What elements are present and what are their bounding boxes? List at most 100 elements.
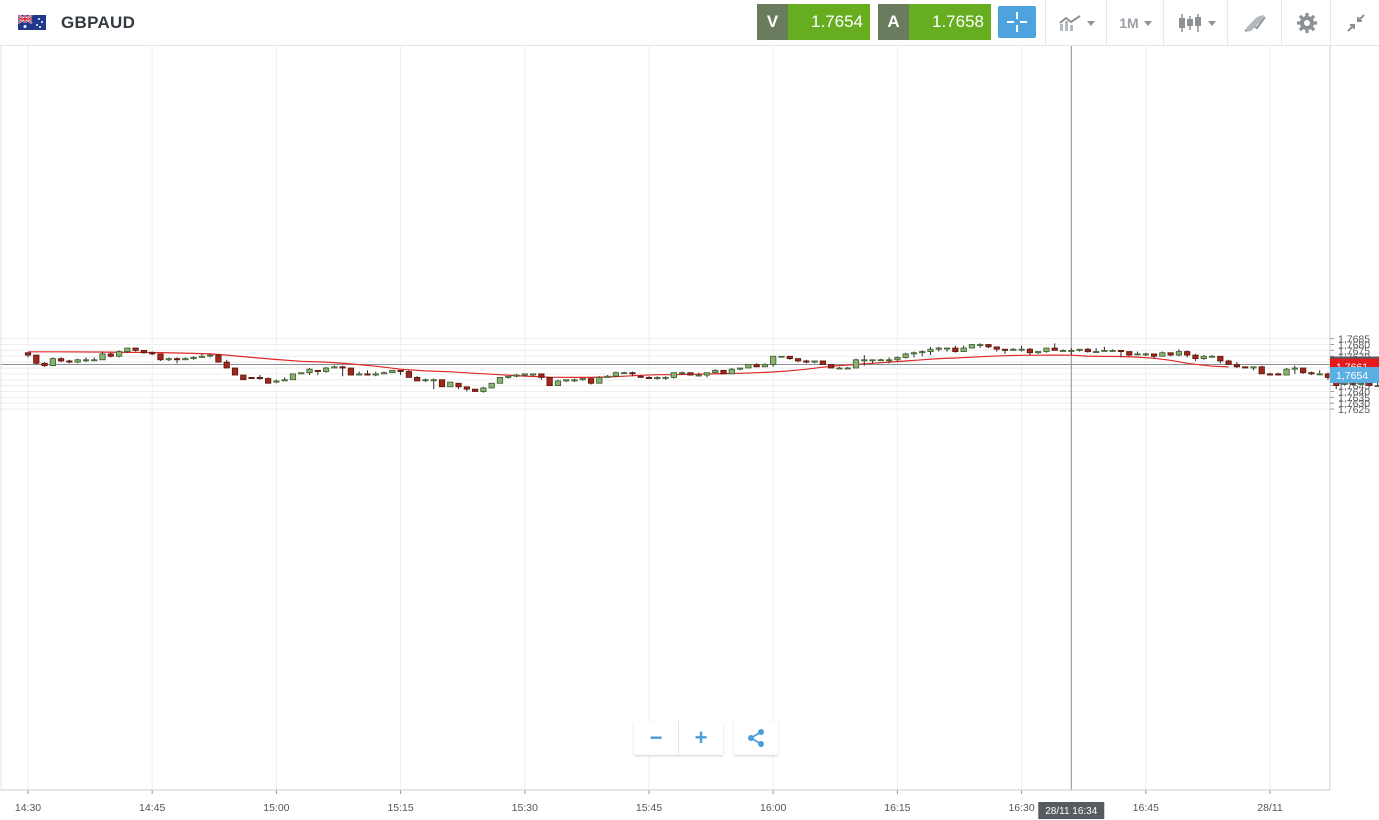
candle[interactable] xyxy=(1192,353,1199,361)
candle[interactable] xyxy=(455,382,462,390)
candle[interactable] xyxy=(1150,353,1158,359)
price-chart[interactable]: 1,76251,76301,76351,76401,76451,76501,76… xyxy=(0,46,1379,820)
candle[interactable] xyxy=(927,346,934,356)
candle[interactable] xyxy=(380,371,388,375)
candle[interactable] xyxy=(1200,355,1207,360)
candle[interactable] xyxy=(198,353,205,358)
candle[interactable] xyxy=(919,350,926,357)
candle[interactable] xyxy=(265,377,272,384)
candle[interactable] xyxy=(1316,370,1323,376)
collapse-button[interactable] xyxy=(1330,0,1379,46)
candle[interactable] xyxy=(985,344,992,349)
candle[interactable] xyxy=(314,369,321,376)
candle[interactable] xyxy=(1167,352,1174,357)
candle[interactable] xyxy=(414,376,421,382)
candle[interactable] xyxy=(1068,348,1075,356)
candle[interactable] xyxy=(1093,348,1100,353)
candle[interactable] xyxy=(430,378,437,390)
candle[interactable] xyxy=(736,367,744,371)
candle[interactable] xyxy=(811,360,818,364)
candle[interactable] xyxy=(571,378,578,383)
candle[interactable] xyxy=(720,369,727,375)
candle[interactable] xyxy=(794,358,802,363)
candle[interactable] xyxy=(339,365,346,377)
candle[interactable] xyxy=(654,376,661,380)
candle[interactable] xyxy=(1109,349,1116,352)
candle[interactable] xyxy=(637,375,644,378)
candle[interactable] xyxy=(629,371,636,377)
candle[interactable] xyxy=(621,371,628,375)
candle[interactable] xyxy=(695,372,702,377)
candle[interactable] xyxy=(546,376,553,387)
candle[interactable] xyxy=(1018,345,1025,352)
candle[interactable] xyxy=(538,373,545,380)
candle[interactable] xyxy=(662,376,669,380)
candle[interactable] xyxy=(256,375,263,380)
candle[interactable] xyxy=(728,368,735,375)
candle[interactable] xyxy=(761,363,769,368)
chart-type-dropdown[interactable] xyxy=(1045,0,1107,46)
candle[interactable] xyxy=(902,352,909,359)
candle[interactable] xyxy=(687,372,694,376)
candle[interactable] xyxy=(612,371,619,378)
candle[interactable] xyxy=(422,378,429,383)
candle[interactable] xyxy=(886,357,893,364)
candle[interactable] xyxy=(173,357,181,364)
candle[interactable] xyxy=(405,370,412,378)
timeframe-dropdown[interactable]: 1M xyxy=(1106,0,1164,46)
candle[interactable] xyxy=(496,376,504,384)
candle[interactable] xyxy=(273,379,280,384)
candle[interactable] xyxy=(505,375,512,379)
candle[interactable] xyxy=(58,357,65,363)
candle[interactable] xyxy=(91,357,98,362)
candle[interactable] xyxy=(894,356,901,361)
candle[interactable] xyxy=(223,359,230,369)
candle[interactable] xyxy=(670,372,677,379)
candle[interactable] xyxy=(372,371,379,377)
candle[interactable] xyxy=(1159,351,1166,357)
candle[interactable] xyxy=(364,370,371,376)
candle[interactable] xyxy=(1208,355,1216,358)
candle[interactable] xyxy=(554,379,562,387)
candle[interactable] xyxy=(33,354,40,365)
candle[interactable] xyxy=(1217,355,1224,364)
candle[interactable] xyxy=(347,367,355,376)
candle[interactable] xyxy=(1308,371,1315,376)
candle[interactable] xyxy=(1001,348,1009,354)
candle[interactable] xyxy=(463,386,470,392)
candle[interactable] xyxy=(604,375,611,378)
candle[interactable] xyxy=(645,376,653,379)
candle[interactable] xyxy=(861,355,868,366)
candle[interactable] xyxy=(472,388,479,392)
candle[interactable] xyxy=(529,373,537,377)
candle[interactable] xyxy=(1291,365,1298,374)
candle[interactable] xyxy=(753,363,760,368)
candle[interactable] xyxy=(397,369,404,376)
candle[interactable] xyxy=(1126,351,1133,357)
candle[interactable] xyxy=(124,347,131,353)
candle[interactable] xyxy=(828,364,835,369)
candle[interactable] xyxy=(298,372,305,375)
candle[interactable] xyxy=(1258,365,1265,375)
candle[interactable] xyxy=(1035,351,1042,354)
candle[interactable] xyxy=(207,353,214,358)
candle[interactable] xyxy=(182,357,189,361)
candle[interactable] xyxy=(356,371,363,376)
candle[interactable] xyxy=(74,358,81,364)
candle[interactable] xyxy=(66,359,73,364)
candle[interactable] xyxy=(215,353,222,363)
candle[interactable] xyxy=(1275,372,1282,376)
candle[interactable] xyxy=(1300,367,1307,374)
candle[interactable] xyxy=(1076,348,1083,352)
zoom-in-button[interactable]: + xyxy=(678,721,723,755)
candle[interactable] xyxy=(1250,366,1257,371)
crosshair-button[interactable] xyxy=(998,6,1036,38)
candle[interactable] xyxy=(968,344,976,349)
candle[interactable] xyxy=(248,376,255,379)
candle[interactable] xyxy=(786,355,793,360)
candle[interactable] xyxy=(1117,349,1125,358)
candle[interactable] xyxy=(99,351,106,361)
candle[interactable] xyxy=(1142,352,1149,357)
candle[interactable] xyxy=(190,356,197,360)
candle[interactable] xyxy=(281,377,288,382)
